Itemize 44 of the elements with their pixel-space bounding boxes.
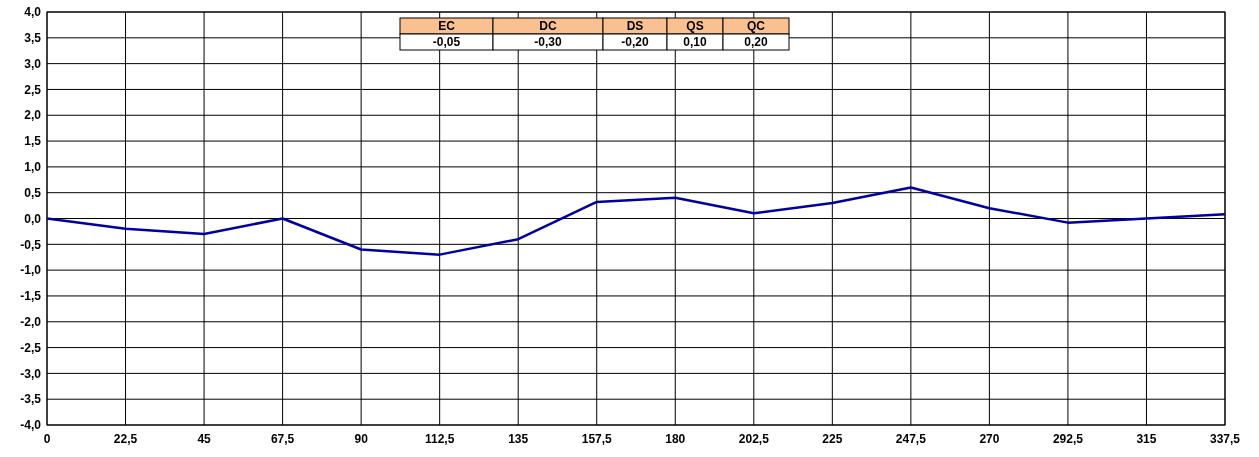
y-tick-label: -2,5 [20,340,42,355]
x-tick-label: 202,5 [738,432,770,446]
y-tick-label: -2,0 [20,314,42,329]
annotation: DS [626,19,644,34]
x-tick-label: 0 [43,432,51,446]
x-tick-label: 22,5 [113,432,138,446]
y-tick-label: 0,0 [24,211,42,226]
annotation: QS [686,19,704,34]
x-tick-label: 45 [197,432,212,446]
annotation: 0,10 [683,35,707,50]
x-tick-label: 270 [979,432,1000,446]
y-tick-label: -4,0 [20,418,42,433]
line-series [45,186,1227,256]
y-tick-label: -1,0 [20,263,42,278]
y-tick-label: 0,5 [24,185,42,200]
y-tick-label: -3,5 [20,392,42,407]
annotation: DC [539,19,557,34]
y-tick-label: 2,5 [24,82,42,97]
x-tick-label: 90 [354,432,369,446]
x-tick-label: 180 [665,432,686,446]
y-tick-label: 3,5 [24,31,42,46]
annotation: QC [747,19,766,34]
y-tick-label: 3,0 [24,56,42,71]
annotation: -0,30 [534,35,562,50]
y-tick-label: 4,0 [24,5,42,20]
annotation: -0,05 [432,35,461,50]
y-tick-label: 1,0 [24,160,42,175]
annotation: -0,20 [621,35,649,50]
y-tick-label: 1,5 [24,134,42,149]
annotation: EC [438,19,456,34]
x-tick-label: 247,5 [895,432,927,446]
x-tick-label: 337,5 [1209,432,1241,446]
x-tick-label: 135 [508,432,529,446]
x-tick-label: 315 [1136,432,1157,446]
x-tick-label: 225 [822,432,843,446]
y-tick-label: 2,0 [24,108,42,123]
annotation: 0,20 [744,35,768,50]
y-tick-label: -0,5 [20,237,42,252]
x-tick-label: 157,5 [581,432,613,446]
y-tick-label: -3,0 [20,366,42,381]
x-tick-label: 292,5 [1052,432,1084,446]
x-tick-label: 112,5 [424,432,455,446]
y-tick-label: -1,5 [20,289,42,304]
x-tick-label: 67,5 [270,432,295,446]
